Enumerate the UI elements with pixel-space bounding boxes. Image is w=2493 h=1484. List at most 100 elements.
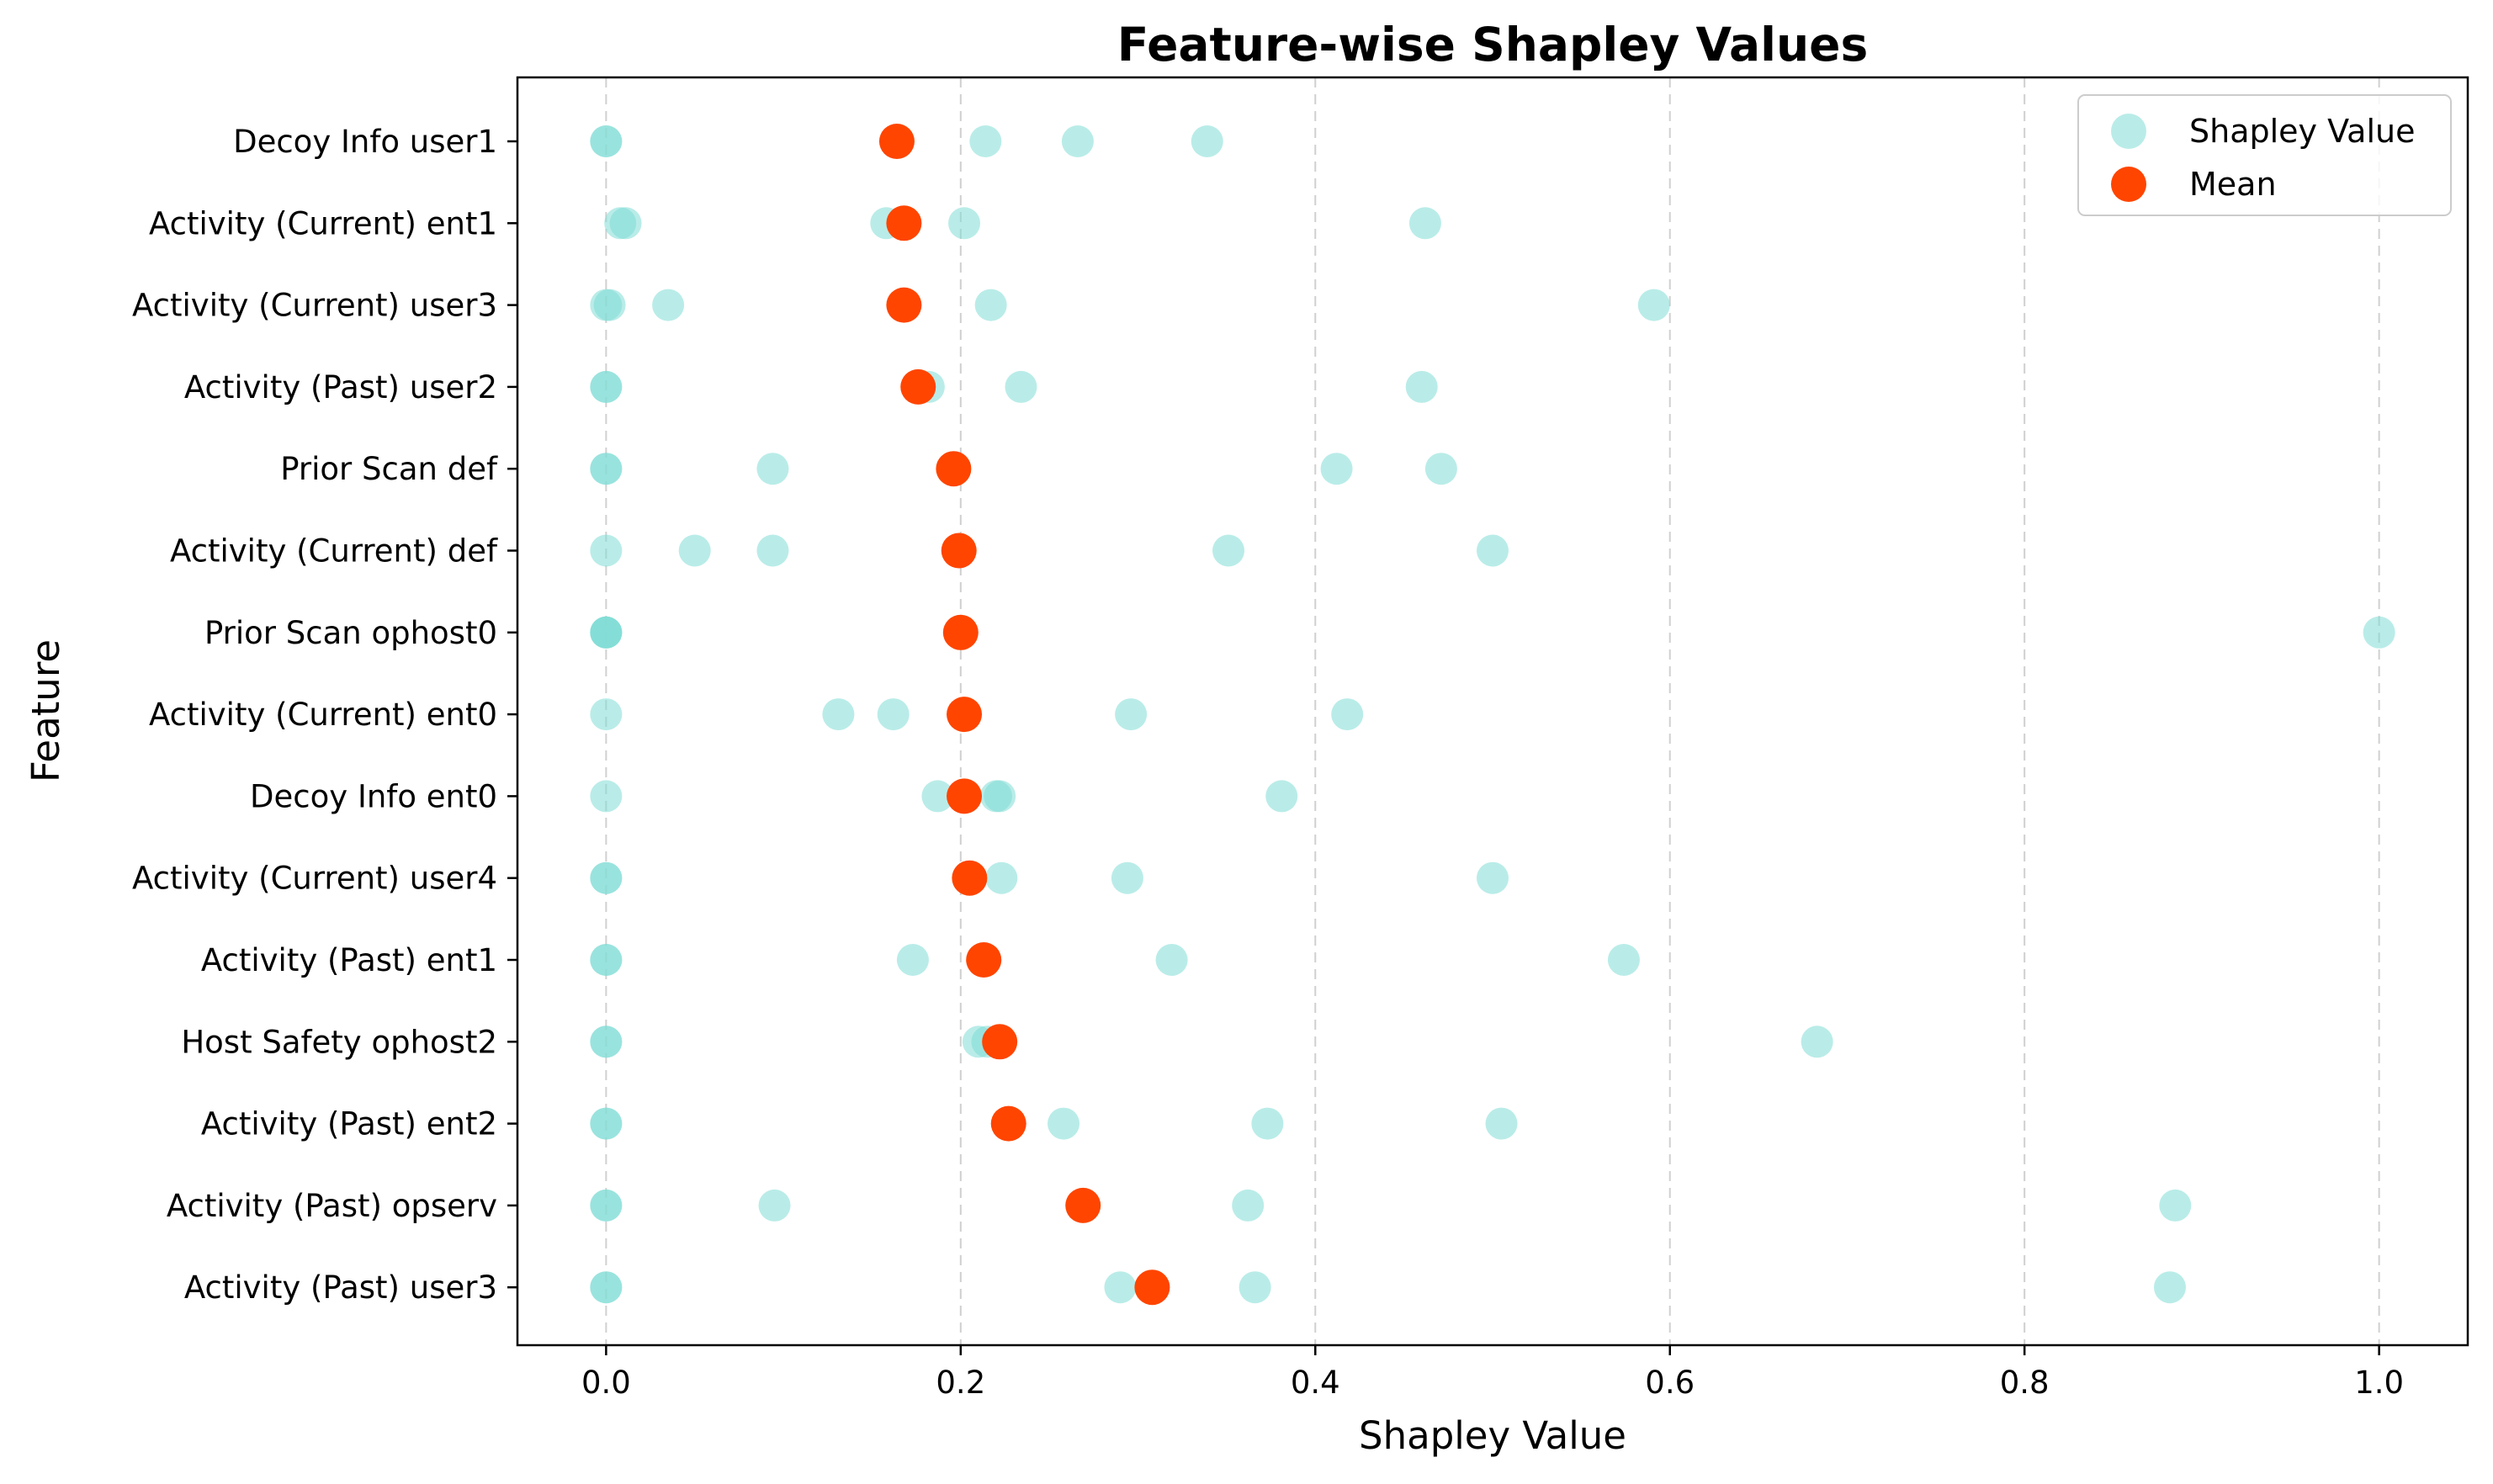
y-tick-label-activity-past-ent2: Activity (Past) ent2 [201,1106,497,1142]
shapley-value-point [1005,370,1037,403]
mean-layer [878,124,1170,1306]
legend-label-shapley-value: Shapley Value [2189,113,2415,150]
shapley-value-point [590,1271,623,1304]
x-tick-label: 0.8 [2000,1365,2050,1401]
y-tick-label-decoy-info-user1: Decoy Info user1 [233,124,497,160]
mean-point [1065,1187,1101,1223]
y-axis-label: Feature [24,639,68,782]
y-tick-label-prior-scan-ophost0: Prior Scan ophost0 [204,615,497,651]
shapley-value-point [590,861,623,894]
shapley-value-point [2159,1189,2192,1222]
shapley-value-point [984,780,1016,813]
shapley-value-point [1408,207,1441,240]
shapley-value-point [609,207,642,240]
y-tick-label-host-safety-ophost2: Host Safety ophost2 [181,1024,497,1060]
mean-point [952,860,988,896]
mean-point [886,205,922,241]
shapley-value-point [1048,1107,1080,1140]
x-tick-label: 1.0 [2354,1365,2404,1401]
mean-point [990,1105,1026,1142]
y-tick-label-activity-past-user2: Activity (Past) user2 [184,369,497,405]
shapley-value-point [1115,698,1148,731]
y-tick-label-activity-past-ent1: Activity (Past) ent1 [201,942,497,978]
shapley-value-point [877,698,910,731]
shapley-value-point [1801,1026,1833,1058]
shapley-value-point [2363,616,2395,649]
shapley-value-point [590,453,623,485]
legend-label-mean: Mean [2189,166,2277,203]
mean-point [941,533,977,569]
shapley-value-point [1061,125,1094,157]
shapley-value-point [652,289,685,321]
chart-title: Feature-wise Shapley Values [1117,18,1868,72]
shapley-value-point [678,534,711,567]
mean-point [982,1024,1018,1060]
shapley-value-point [590,1026,623,1058]
y-tick-label-activity-past-opserv: Activity (Past) opserv [167,1188,497,1224]
shapley-value-point [1232,1189,1265,1222]
shapley-value-point [1637,289,1670,321]
x-tick-label: 0.6 [1645,1365,1695,1401]
mean-point [878,124,915,159]
y-tick-label-decoy-info-ent0: Decoy Info ent0 [250,778,497,814]
shapley-value-point [590,616,623,649]
shapley-value-point [985,861,1018,894]
shapley-value-point [593,289,626,321]
legend-frame [2077,94,2452,216]
shapley-value-point [1405,370,1438,403]
y-axis-ticks: Decoy Info user1 Activity (Current) ent1 A… [132,124,517,1306]
y-tick-label-activity-past-user3: Activity (Past) user3 [184,1269,497,1306]
shapley-value-point [1485,1107,1518,1140]
shapley-value-point [921,780,954,813]
mean-point [936,451,972,487]
shapley-value-point [1320,453,1353,485]
shapley-value-point [1239,1271,1271,1304]
shapley-value-point [2153,1271,2186,1304]
shapley-value-point [756,534,789,567]
x-tick-label: 0.2 [936,1365,985,1401]
shapley-value-point [590,698,623,731]
shapley-value-point [822,698,855,731]
legend: Shapley Value Mean [2077,94,2452,216]
mean-point [900,368,936,405]
shapley-value-point [758,1189,791,1222]
mean-point [947,778,983,814]
shapley-value-point [1477,534,1509,567]
shapley-value-point [590,534,623,567]
y-tick-label-activity-current-ent1: Activity (Current) ent1 [149,205,497,241]
shapley-value-point [590,944,623,976]
mean-point [966,942,1002,978]
shapley-value-point [590,1189,623,1222]
x-axis-ticks: 0.0 0.2 0.4 0.6 0.8 1.0 [581,1345,2404,1401]
mean-point [1134,1269,1170,1306]
shapley-value-point [1212,534,1245,567]
shapley-value-point [590,1107,623,1140]
shapley-value-point [1265,780,1298,813]
x-tick-label: 0.0 [581,1365,631,1401]
shapley-value-point [1104,1271,1137,1304]
shapley-value-point [590,125,623,157]
shapley-value-point [1191,125,1223,157]
shapley-value-point [1477,861,1509,894]
x-tick-label: 0.4 [1291,1365,1340,1401]
shapley-value-point [1424,453,1457,485]
legend-marker-mean [2111,167,2146,202]
x-axis-label: Shapley Value [1359,1413,1626,1458]
shapley-value-point [974,289,1007,321]
mean-point [942,614,979,650]
grid-layer [605,77,2380,1345]
plot-frame [516,76,2469,1347]
shapley-value-point [590,780,623,813]
shapley-value-point [756,453,789,485]
mean-point [886,287,922,323]
shapley-value-point [1111,861,1143,894]
y-tick-label-activity-current-user4: Activity (Current) user4 [132,861,497,897]
shapley-value-point [1607,944,1640,976]
mean-point [947,697,983,733]
shapley-value-point [1331,698,1364,731]
y-tick-label-activity-current-def: Activity (Current) def [170,533,498,570]
shapley-value-point [896,944,929,976]
y-tick-label-activity-current-user3: Activity (Current) user3 [132,288,497,324]
